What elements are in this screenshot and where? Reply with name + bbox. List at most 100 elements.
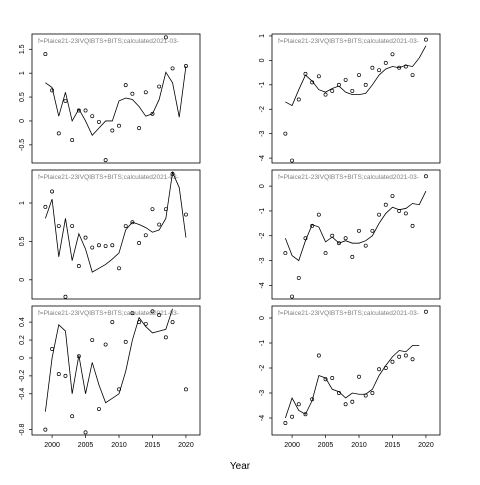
data-point	[83, 108, 88, 113]
data-point	[96, 243, 101, 248]
data-point	[170, 66, 175, 71]
fit-line	[285, 45, 427, 107]
data-point	[423, 37, 428, 42]
data-point	[56, 372, 61, 377]
data-point	[150, 207, 155, 212]
x-tick-label: 2010	[111, 442, 127, 449]
data-point	[397, 354, 402, 359]
fit-line	[285, 190, 427, 262]
data-point	[83, 235, 88, 240]
data-point	[357, 374, 361, 379]
data-point	[370, 65, 375, 70]
data-point	[63, 294, 68, 299]
data-point	[403, 211, 408, 216]
data-point	[76, 264, 81, 268]
y-tick-label: 1	[19, 71, 26, 75]
data-point	[76, 354, 81, 359]
data-point	[110, 320, 115, 325]
fit-line	[45, 170, 187, 273]
y-tick-label: 0.2	[19, 335, 26, 345]
data-point	[357, 228, 361, 233]
data-point	[357, 73, 361, 77]
fit-line	[45, 65, 187, 136]
data-point	[390, 194, 395, 198]
y-tick-label: -3	[259, 130, 266, 136]
y-tick-label: -3	[259, 390, 266, 396]
data-point	[290, 294, 295, 299]
data-point	[96, 119, 101, 124]
data-point	[283, 421, 288, 425]
data-point	[157, 84, 162, 89]
data-point	[363, 82, 368, 87]
y-tick-label: -0.4	[19, 388, 26, 400]
data-point	[363, 243, 368, 248]
data-point	[63, 373, 68, 378]
y-tick-label: -4	[259, 282, 266, 288]
data-point	[70, 138, 75, 143]
data-point	[183, 387, 188, 392]
data-point	[383, 202, 388, 207]
data-point	[117, 266, 121, 271]
y-tick-label: 0	[19, 356, 26, 360]
data-point	[43, 204, 48, 209]
x-tick-label: 2020	[178, 442, 194, 449]
data-point	[323, 251, 328, 256]
data-point	[296, 402, 301, 407]
y-tick-label: 1	[19, 201, 26, 205]
data-point	[130, 91, 135, 96]
panel-frame	[271, 33, 441, 164]
panel-title: f=Plaice21-23IVQIBTS+BITS;calculated2021…	[38, 174, 179, 181]
panel-frame	[31, 305, 201, 436]
y-tick-label: 0	[259, 58, 266, 62]
panel-frame	[31, 169, 201, 300]
x-tick-label: 2015	[385, 442, 401, 449]
y-tick-label: -1	[259, 82, 266, 88]
panel: f=Plaice21-23IVQIBTS+BITS;calculated2021…	[278, 309, 428, 425]
data-point	[83, 430, 88, 435]
x-tick-label: 2010	[351, 442, 367, 449]
data-point	[143, 90, 148, 95]
data-point	[377, 367, 382, 372]
y-tick-label: -0.5	[19, 139, 26, 151]
data-point	[137, 240, 142, 245]
y-tick-label: -3	[259, 257, 266, 263]
data-point	[170, 320, 175, 325]
y-tick-label: -4	[259, 415, 266, 421]
y-tick-label: -4	[259, 155, 266, 161]
panel-title: f=Plaice21-23IVQIBTS+BITS;calculated2021…	[278, 310, 419, 317]
y-tick-label: -2	[259, 233, 266, 239]
data-point	[410, 223, 415, 228]
data-point	[143, 233, 148, 238]
y-tick-label: 0	[19, 278, 26, 282]
data-point	[323, 92, 328, 97]
y-tick-label: -1	[259, 340, 266, 346]
data-point	[383, 60, 388, 65]
y-tick-label: 0.5	[19, 92, 26, 102]
data-point	[336, 241, 341, 246]
panel-frame	[271, 169, 441, 300]
data-point	[103, 342, 108, 347]
data-point	[343, 77, 348, 82]
y-tick-label: 0	[19, 119, 26, 123]
y-tick-label: -1	[259, 208, 266, 214]
data-point	[410, 73, 415, 77]
data-point	[316, 353, 321, 358]
data-point	[303, 412, 308, 417]
y-tick-label: -0.2	[19, 370, 26, 382]
data-point	[163, 335, 168, 340]
data-point	[163, 35, 168, 40]
data-point	[157, 313, 162, 317]
data-point	[370, 391, 375, 395]
data-point	[283, 251, 288, 256]
panel-title: f=Plaice21-23IVQIBTS+BITS;calculated2021…	[278, 174, 419, 181]
panel-title: f=Plaice21-23IVQIBTS+BITS;calculated2021…	[38, 38, 179, 45]
data-point	[70, 224, 75, 229]
panel: f=Plaice21-23IVQIBTS+BITS;calculated2021…	[38, 35, 188, 163]
data-point	[343, 236, 348, 241]
data-point	[43, 52, 48, 57]
data-point	[117, 123, 121, 128]
data-point	[90, 338, 95, 342]
panel-frame	[271, 305, 441, 436]
data-point	[150, 309, 155, 314]
data-point	[390, 52, 395, 57]
